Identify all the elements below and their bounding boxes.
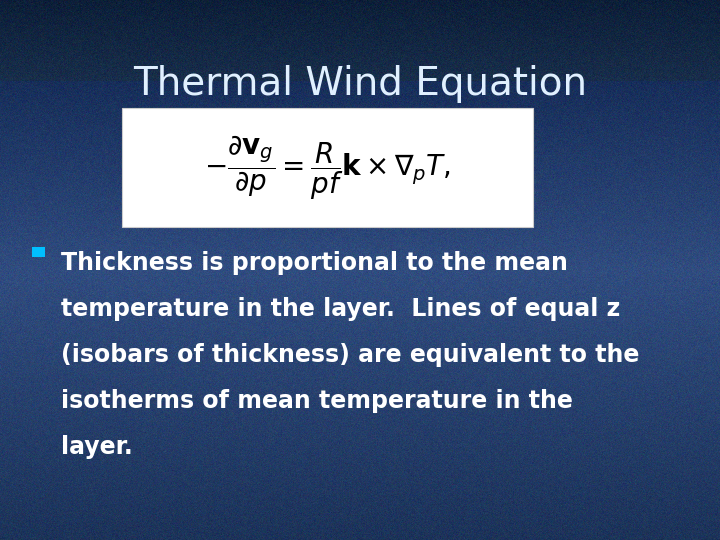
Text: temperature in the layer.  Lines of equal z: temperature in the layer. Lines of equal… <box>61 297 621 321</box>
FancyBboxPatch shape <box>122 108 533 227</box>
Text: $-\dfrac{\partial \mathbf{v}_g}{\partial p} = \dfrac{R}{pf}\mathbf{k} \times \na: $-\dfrac{\partial \mathbf{v}_g}{\partial… <box>204 133 451 202</box>
Text: Thickness is proportional to the mean: Thickness is proportional to the mean <box>61 251 568 275</box>
Text: Thermal Wind Equation: Thermal Wind Equation <box>133 65 587 103</box>
Text: isotherms of mean temperature in the: isotherms of mean temperature in the <box>61 389 573 413</box>
FancyBboxPatch shape <box>32 247 45 256</box>
Text: (isobars of thickness) are equivalent to the: (isobars of thickness) are equivalent to… <box>61 343 639 367</box>
Text: layer.: layer. <box>61 435 133 458</box>
